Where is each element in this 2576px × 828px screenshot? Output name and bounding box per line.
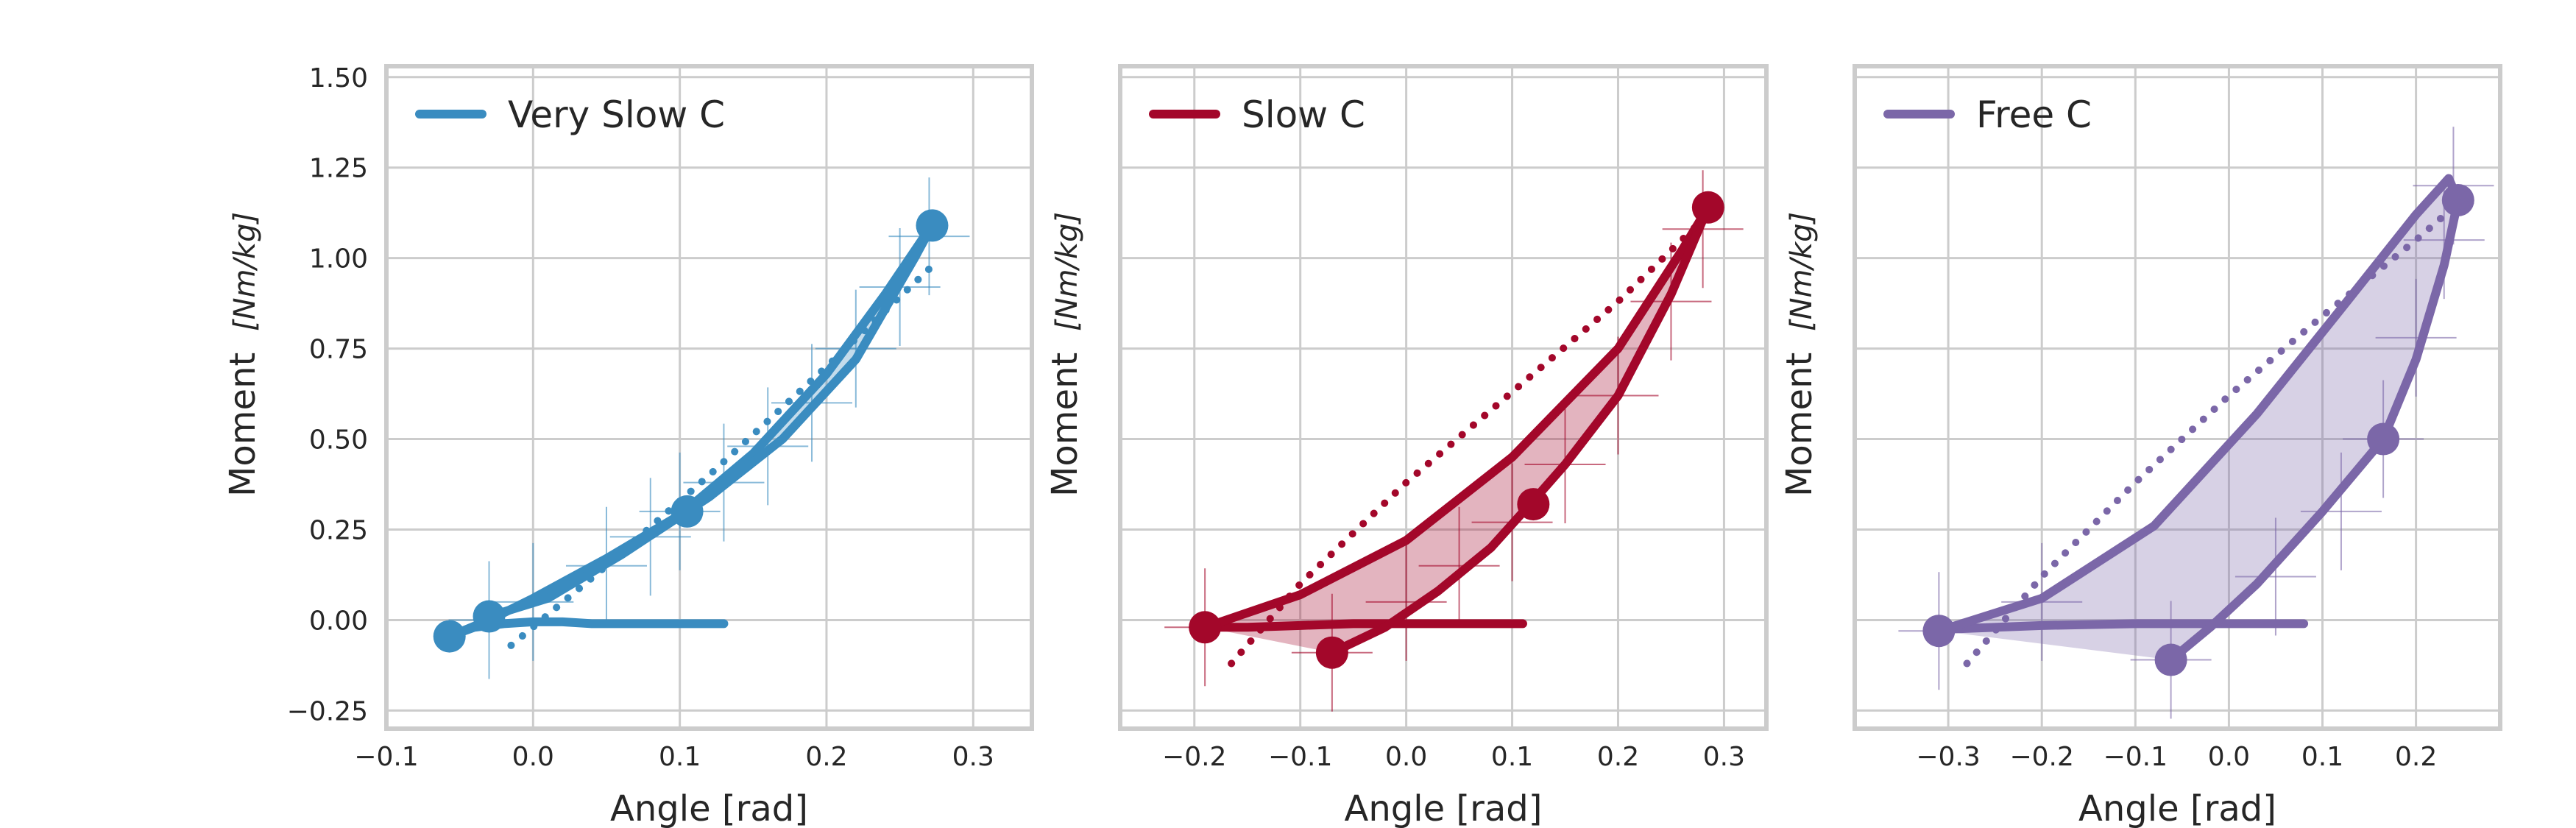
grid xyxy=(1855,66,2500,729)
series-line-4 xyxy=(1228,210,1712,668)
legend: Slow C xyxy=(1149,93,1365,136)
y-axis-label-text: Moment xyxy=(222,353,263,497)
data-marker xyxy=(2441,183,2474,216)
chart-panel-1: −0.1 0.0 0.1 0.2 0.3 −0.25 0.00 0.25 0.50 0.75 1.0… xyxy=(222,63,1034,828)
y-axis-unit: [Nm/kg] xyxy=(228,212,262,331)
legend: Very Slow C xyxy=(415,93,725,136)
series-line-3 xyxy=(484,221,937,621)
x-tick-label: 0.0 xyxy=(2208,742,2250,772)
series-line-4 xyxy=(1963,203,2458,668)
x-axis-label: Angle [rad] xyxy=(610,788,808,828)
legend: Free C xyxy=(1883,93,2092,136)
series-line-2 xyxy=(1934,174,2463,636)
y-tick-label: 1.25 xyxy=(309,154,368,184)
y-axis-label: Moment [Nm/kg] xyxy=(222,212,263,497)
data-marker xyxy=(1315,636,1348,669)
x-tick-label: 0.2 xyxy=(1597,742,1639,772)
data-marker xyxy=(916,209,949,242)
x-tick-label: −0.1 xyxy=(354,742,418,772)
y-axis-label-text: Moment xyxy=(1044,353,1086,497)
x-tick-label: −0.3 xyxy=(1916,742,1980,772)
x-axis-label: Angle [rad] xyxy=(1345,788,1543,828)
y-axis-label: Moment [Nm/kg] xyxy=(1044,212,1086,497)
hysteresis-fill xyxy=(1939,178,2458,660)
series-line-3 xyxy=(2166,195,2463,665)
x-tick-label: 0.3 xyxy=(952,742,994,772)
y-tick-label: 1.00 xyxy=(309,244,368,275)
data-marker xyxy=(1691,191,1724,224)
data-marker xyxy=(1189,611,1222,644)
x-tick-label: 0.0 xyxy=(512,742,554,772)
y-axis-unit: [Nm/kg] xyxy=(1050,212,1084,331)
series-line-1 xyxy=(1200,619,1527,632)
x-tick-label: −0.1 xyxy=(2103,742,2168,772)
plot-frame xyxy=(1853,64,2502,731)
plot-frame xyxy=(384,64,1034,731)
y-axis-label: Moment [Nm/kg] xyxy=(1779,212,1820,497)
y-tick-label: 0.50 xyxy=(309,425,368,456)
y-tick-label: 0.25 xyxy=(309,516,368,546)
hysteresis-fill xyxy=(1205,207,1708,653)
y-tick-label: −0.25 xyxy=(287,696,368,726)
data-marker xyxy=(473,600,506,633)
x-tick-label: −0.1 xyxy=(1268,742,1332,772)
chart-panel-2: −0.2 −0.1 0.0 0.1 0.2 0.3 Angle [rad] Moment [Nm… xyxy=(1044,64,1769,828)
data-marker xyxy=(1517,488,1550,521)
y-tick-label: 0.00 xyxy=(309,606,368,636)
x-tick-label: 0.1 xyxy=(1491,742,1533,772)
x-tick-label: 0.2 xyxy=(2395,742,2437,772)
data-marker xyxy=(2154,643,2187,676)
legend-label: Free C xyxy=(1976,93,2092,136)
x-tick-label: 0.1 xyxy=(659,742,701,772)
legend-label: Very Slow C xyxy=(508,93,725,136)
y-tick-label: 0.75 xyxy=(309,335,368,365)
data-marker xyxy=(433,620,466,653)
x-tick-label: 0.0 xyxy=(1385,742,1427,772)
y-axis-label-text: Moment xyxy=(1779,353,1820,497)
legend-label: Slow C xyxy=(1242,93,1365,136)
plot-frame xyxy=(1118,64,1769,731)
x-tick-label: 0.2 xyxy=(805,742,847,772)
x-tick-label: 0.3 xyxy=(1703,742,1745,772)
x-tick-label: −0.2 xyxy=(1162,742,1226,772)
x-tick-label: 0.1 xyxy=(2301,742,2343,772)
data-marker xyxy=(2367,422,2400,456)
series-line-2 xyxy=(1200,202,1713,632)
y-axis-unit: [Nm/kg] xyxy=(1785,212,1819,331)
x-axis-label: Angle [rad] xyxy=(2078,788,2276,828)
data-marker xyxy=(670,495,704,528)
y-tick-label: 1.50 xyxy=(309,63,368,93)
chart-panel-3: −0.3 −0.2 −0.1 0.0 0.1 0.2 Angle [rad] Moment [N… xyxy=(1779,64,2502,828)
data-marker xyxy=(1922,615,1956,648)
x-tick-label: −0.2 xyxy=(2009,742,2073,772)
